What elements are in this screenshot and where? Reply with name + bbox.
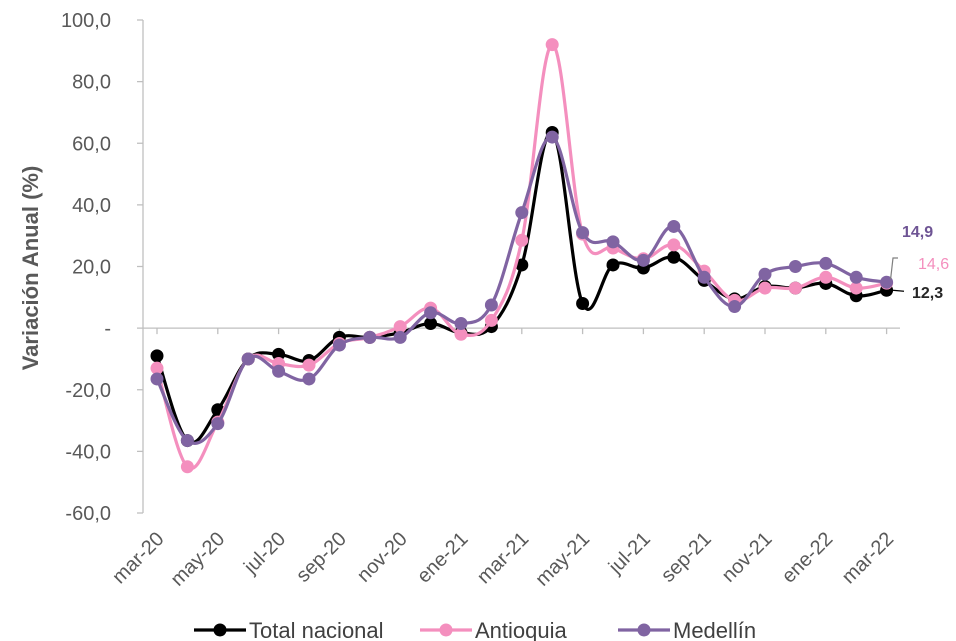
- data-point: [758, 267, 772, 281]
- y-tick-label: -20,0: [65, 380, 111, 402]
- x-tick-label: jul-21: [604, 528, 655, 579]
- y-tick-label: -: [104, 318, 111, 340]
- data-point: [332, 338, 346, 352]
- legend-label: Medellín: [673, 618, 756, 641]
- data-point: [636, 253, 650, 267]
- legend: Total nacional Antioquia Medellín: [194, 618, 756, 641]
- data-point: [484, 313, 498, 327]
- data-point: [424, 317, 438, 331]
- x-tick-label: mar-20: [108, 528, 168, 588]
- x-tick-label: sep-20: [292, 528, 351, 587]
- data-point: [849, 281, 863, 295]
- data-point: [302, 372, 316, 386]
- legend-label: Antioquia: [475, 618, 568, 641]
- end-label-total-nacional: 12,3: [912, 285, 943, 302]
- y-tick-label: -60,0: [65, 503, 111, 525]
- data-point: [484, 298, 498, 312]
- end-label-medellin: 14,9: [902, 224, 933, 241]
- y-tick-label: 80,0: [72, 72, 111, 94]
- data-point: [728, 300, 742, 314]
- data-point: [788, 260, 802, 273]
- x-tick-label: nov-20: [353, 528, 412, 587]
- series-line: [155, 43, 887, 471]
- x-tick-label: ene-22: [778, 528, 838, 588]
- series-medellin: [150, 130, 894, 448]
- end-label-antioquia: 14,6: [918, 256, 949, 273]
- data-point: [363, 330, 377, 344]
- data-point: [424, 306, 438, 320]
- data-point: [819, 270, 833, 284]
- x-tick-label: mar-22: [838, 528, 898, 588]
- legend-marker: [439, 623, 453, 637]
- data-point: [545, 38, 559, 52]
- data-point: [393, 320, 407, 334]
- legend-marker: [637, 623, 651, 637]
- data-point: [272, 364, 286, 378]
- data-point: [393, 330, 407, 344]
- legend-item-antioquia: Antioquia: [420, 618, 568, 641]
- data-point: [880, 275, 894, 289]
- data-point: [302, 358, 316, 372]
- x-tick-label: may-20: [167, 528, 230, 591]
- data-point: [454, 327, 468, 341]
- legend-item-total-nacional: Total nacional: [194, 618, 384, 641]
- data-point: [150, 372, 164, 386]
- data-point: [515, 233, 529, 247]
- data-point: [272, 347, 286, 361]
- data-point: [667, 219, 681, 233]
- data-point: [545, 130, 559, 144]
- data-point: [515, 258, 529, 272]
- data-point: [697, 270, 711, 284]
- x-tick-label: may-21: [531, 528, 594, 591]
- data-point: [180, 460, 194, 474]
- x-tick-label: ene-21: [413, 528, 473, 588]
- x-tick-label: jul-20: [239, 528, 290, 579]
- y-tick-label: 40,0: [72, 195, 111, 217]
- data-point: [454, 317, 468, 331]
- legend-label: Total nacional: [249, 618, 384, 641]
- data-point: [150, 349, 164, 363]
- data-point: [576, 226, 590, 240]
- y-axis-label: Variación Anual (%): [18, 166, 43, 371]
- data-point: [606, 235, 620, 249]
- data-point: [241, 352, 255, 366]
- data-point: [788, 281, 802, 295]
- data-point: [819, 256, 833, 270]
- data-point: [758, 281, 772, 295]
- series-line: [155, 135, 887, 445]
- y-tick-label: 20,0: [72, 257, 111, 279]
- data-point: [515, 206, 529, 220]
- leader-line: [892, 289, 905, 292]
- series-antioquia: [150, 38, 894, 474]
- series-lines: [150, 38, 894, 474]
- y-tick-label: 60,0: [72, 133, 111, 155]
- data-point: [150, 361, 164, 375]
- x-tick-label: mar-21: [473, 528, 533, 588]
- x-tick-label: nov-21: [718, 528, 777, 587]
- legend-item-medellin: Medellín: [618, 618, 756, 641]
- x-tick-label: sep-21: [657, 528, 716, 587]
- data-point: [180, 434, 194, 448]
- data-point: [606, 258, 620, 272]
- data-point: [667, 250, 681, 264]
- end-labels: 12,3 14,6 14,9: [890, 224, 949, 302]
- legend-marker: [213, 623, 227, 637]
- y-tick-label: 100,0: [61, 10, 111, 32]
- data-point: [849, 270, 863, 284]
- y-tick-label: -40,0: [65, 441, 111, 463]
- series-total-nacional: [150, 125, 894, 448]
- leader-line: [890, 257, 898, 280]
- data-point: [211, 417, 225, 431]
- y-axis: 100,0 80,0 60,0 40,0 20,0 - -20,0 -40,0 -60,0: [61, 10, 144, 525]
- data-point: [667, 238, 681, 252]
- data-point: [576, 296, 590, 310]
